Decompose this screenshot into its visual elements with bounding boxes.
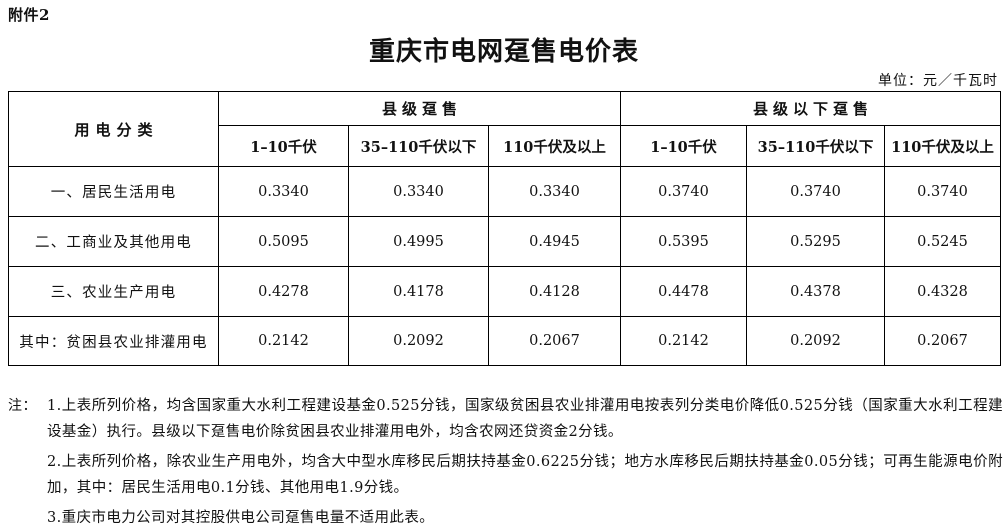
cell-value: 0.3740 — [883, 166, 1002, 217]
table-row: 三、农业生产用电 0.4278 0.4178 0.4128 0.4478 0.4… — [8, 266, 1002, 317]
table-row: 其中：贫困县农业排灌用电 0.2142 0.2092 0.2067 0.2142… — [8, 316, 1002, 366]
header-group-county: 县级趸售 — [218, 91, 621, 126]
cell-value: 0.2142 — [218, 316, 349, 366]
row-label: 其中：贫困县农业排灌用电 — [8, 316, 219, 366]
cell-value: 0.4478 — [620, 266, 747, 317]
table-row: 二、工商业及其他用电 0.5095 0.4995 0.4945 0.5395 0… — [8, 216, 1002, 267]
header-category: 用电分类 — [8, 91, 219, 167]
notes-body: 1.上表所列价格，均含国家重大水利工程建设基金0.525分钱，国家级贫困县农业排… — [47, 393, 1003, 531]
cell-value: 0.4995 — [348, 216, 489, 267]
note-item: 2.上表所列价格，除农业生产用电外，均含大中型水库移民后期扶持基金0.6225分… — [47, 454, 1003, 496]
header-voltage-5: 35–110千伏以下 — [746, 125, 885, 167]
unit-note: 单位：元／千瓦时 — [878, 73, 998, 89]
cell-value: 0.4178 — [348, 266, 489, 317]
notes-section: 注： 1.上表所列价格，均含国家重大水利工程建设基金0.525分钱，国家级贫困县… — [8, 393, 1003, 531]
cell-value: 0.3740 — [746, 166, 885, 217]
cell-value: 0.3340 — [218, 166, 349, 217]
table-header-row-groups: 用电分类 县级趸售 县级以下趸售 — [8, 91, 1002, 167]
cell-value: 0.4328 — [883, 266, 1002, 317]
cell-value: 0.5245 — [883, 216, 1002, 267]
price-table-wrapper: 用电分类 县级趸售 县级以下趸售 1–10千伏 35–110千伏以下 110千伏… — [8, 91, 1002, 366]
note-item: 3.重庆市电力公司对其控股供电公司趸售电量不适用此表。 — [47, 510, 435, 526]
table-row: 一、居民生活用电 0.3340 0.3340 0.3340 0.3740 0.3… — [8, 166, 1002, 217]
cell-value: 0.4278 — [218, 266, 349, 317]
page-title: 重庆市电网趸售电价表 — [368, 37, 639, 67]
cell-value: 0.4128 — [488, 266, 621, 317]
header-group-sub-county: 县级以下趸售 — [619, 91, 1002, 126]
electricity-price-table: 用电分类 县级趸售 县级以下趸售 1–10千伏 35–110千伏以下 110千伏… — [8, 91, 1002, 366]
cell-value: 0.5295 — [746, 216, 885, 267]
table-header-row-voltages: 1–10千伏 35–110千伏以下 110千伏及以上 1–10千伏 35–110… — [9, 125, 1002, 167]
header-voltage-3: 110千伏及以上 — [488, 125, 621, 167]
note-item: 1.上表所列价格，均含国家重大水利工程建设基金0.525分钱，国家级贫困县农业排… — [47, 398, 1003, 440]
cell-value: 0.4378 — [746, 266, 885, 317]
cell-value: 0.3340 — [488, 166, 621, 217]
header-voltage-6: 110千伏及以上 — [883, 125, 1002, 167]
cell-value: 0.2092 — [746, 316, 885, 366]
row-label: 一、居民生活用电 — [8, 166, 219, 217]
header-voltage-4: 1–10千伏 — [620, 125, 747, 167]
cell-value: 0.2142 — [620, 316, 747, 366]
notes-label: 注： — [8, 398, 37, 414]
cell-value: 0.3740 — [620, 166, 747, 217]
cell-value: 0.2092 — [348, 316, 489, 366]
cell-value: 0.4945 — [488, 216, 621, 267]
header-voltage-2: 35–110千伏以下 — [348, 125, 489, 167]
cell-value: 0.5095 — [218, 216, 349, 267]
row-label: 三、农业生产用电 — [8, 266, 219, 317]
cell-value: 0.2067 — [883, 316, 1002, 366]
cell-value: 0.3340 — [348, 166, 489, 217]
header-voltage-1: 1–10千伏 — [218, 125, 349, 167]
attachment-label: 附件2 — [8, 6, 50, 24]
cell-value: 0.5395 — [620, 216, 747, 267]
cell-value: 0.2067 — [488, 316, 621, 366]
row-label: 二、工商业及其他用电 — [8, 216, 219, 267]
